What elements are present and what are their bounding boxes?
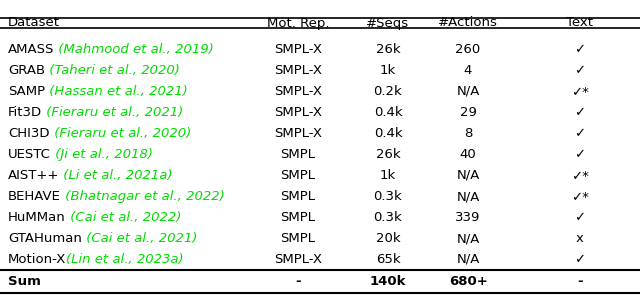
Text: 40: 40: [460, 148, 476, 161]
Text: 1k: 1k: [380, 169, 396, 182]
Text: Motion-X: Motion-X: [8, 253, 67, 266]
Text: (Bhatnagar et al., 2022): (Bhatnagar et al., 2022): [61, 190, 225, 203]
Text: Text: Text: [566, 17, 593, 30]
Text: 1k: 1k: [380, 64, 396, 77]
Text: SMPL: SMPL: [280, 169, 316, 182]
Text: 0.4k: 0.4k: [374, 127, 403, 140]
Text: UESTC: UESTC: [8, 148, 51, 161]
Text: #Seqs: #Seqs: [367, 17, 410, 30]
Text: (Fieraru et al., 2021): (Fieraru et al., 2021): [42, 106, 184, 119]
Text: SMPL: SMPL: [280, 232, 316, 245]
Text: 260: 260: [456, 43, 481, 56]
Text: (Taheri et al., 2020): (Taheri et al., 2020): [45, 64, 180, 77]
Text: (Hassan et al., 2021): (Hassan et al., 2021): [45, 85, 188, 98]
Text: (Ji et al., 2018): (Ji et al., 2018): [51, 148, 153, 161]
Text: #Actions: #Actions: [438, 17, 498, 30]
Text: Dataset: Dataset: [8, 17, 60, 30]
Text: 29: 29: [460, 106, 476, 119]
Text: 339: 339: [455, 211, 481, 224]
Text: (Li et al., 2021a): (Li et al., 2021a): [60, 169, 173, 182]
Text: N/A: N/A: [456, 85, 480, 98]
Text: SMPL-X: SMPL-X: [274, 64, 322, 77]
Text: 0.2k: 0.2k: [374, 85, 403, 98]
Text: ✓: ✓: [575, 64, 586, 77]
Text: Sum: Sum: [8, 275, 41, 288]
Text: 680+: 680+: [449, 275, 488, 288]
Text: SMPL: SMPL: [280, 211, 316, 224]
Text: SMPL: SMPL: [280, 190, 316, 203]
Text: (Lin et al., 2023a): (Lin et al., 2023a): [67, 253, 184, 266]
Text: SMPL: SMPL: [280, 148, 316, 161]
Text: Fit3D: Fit3D: [8, 106, 42, 119]
Text: SMPL-X: SMPL-X: [274, 253, 322, 266]
Text: N/A: N/A: [456, 190, 480, 203]
Text: ✓: ✓: [575, 106, 586, 119]
Text: 4: 4: [464, 64, 472, 77]
Text: AIST++: AIST++: [8, 169, 60, 182]
Text: 65k: 65k: [376, 253, 400, 266]
Text: HuMMan: HuMMan: [8, 211, 66, 224]
Text: ✓: ✓: [575, 211, 586, 224]
Text: N/A: N/A: [456, 232, 480, 245]
Text: 26k: 26k: [376, 148, 400, 161]
Text: ✓: ✓: [575, 253, 586, 266]
Text: CHI3D: CHI3D: [8, 127, 49, 140]
Text: N/A: N/A: [456, 169, 480, 182]
Text: (Cai et al., 2022): (Cai et al., 2022): [66, 211, 181, 224]
Text: -: -: [295, 275, 301, 288]
Text: AMASS: AMASS: [8, 43, 54, 56]
Text: GTAHuman: GTAHuman: [8, 232, 82, 245]
Text: SMPL-X: SMPL-X: [274, 85, 322, 98]
Text: BEHAVE: BEHAVE: [8, 190, 61, 203]
Text: x: x: [576, 232, 584, 245]
Text: (Cai et al., 2021): (Cai et al., 2021): [82, 232, 197, 245]
Text: GRAB: GRAB: [8, 64, 45, 77]
Text: SAMP: SAMP: [8, 85, 45, 98]
Text: 0.4k: 0.4k: [374, 106, 403, 119]
Text: ✓*: ✓*: [571, 169, 589, 182]
Text: 8: 8: [464, 127, 472, 140]
Text: (Mahmood et al., 2019): (Mahmood et al., 2019): [54, 43, 214, 56]
Text: Mot. Rep.: Mot. Rep.: [267, 17, 329, 30]
Text: 140k: 140k: [370, 275, 406, 288]
Text: SMPL-X: SMPL-X: [274, 106, 322, 119]
Text: 0.3k: 0.3k: [374, 211, 403, 224]
Text: ✓*: ✓*: [571, 190, 589, 203]
Text: N/A: N/A: [456, 253, 480, 266]
Text: ✓: ✓: [575, 43, 586, 56]
Text: SMPL-X: SMPL-X: [274, 127, 322, 140]
Text: 26k: 26k: [376, 43, 400, 56]
Text: 0.3k: 0.3k: [374, 190, 403, 203]
Text: 20k: 20k: [376, 232, 400, 245]
Text: -: -: [577, 275, 583, 288]
Text: (Fieraru et al., 2020): (Fieraru et al., 2020): [49, 127, 191, 140]
Text: ✓: ✓: [575, 127, 586, 140]
Text: ✓*: ✓*: [571, 85, 589, 98]
Text: SMPL-X: SMPL-X: [274, 43, 322, 56]
Text: ✓: ✓: [575, 148, 586, 161]
